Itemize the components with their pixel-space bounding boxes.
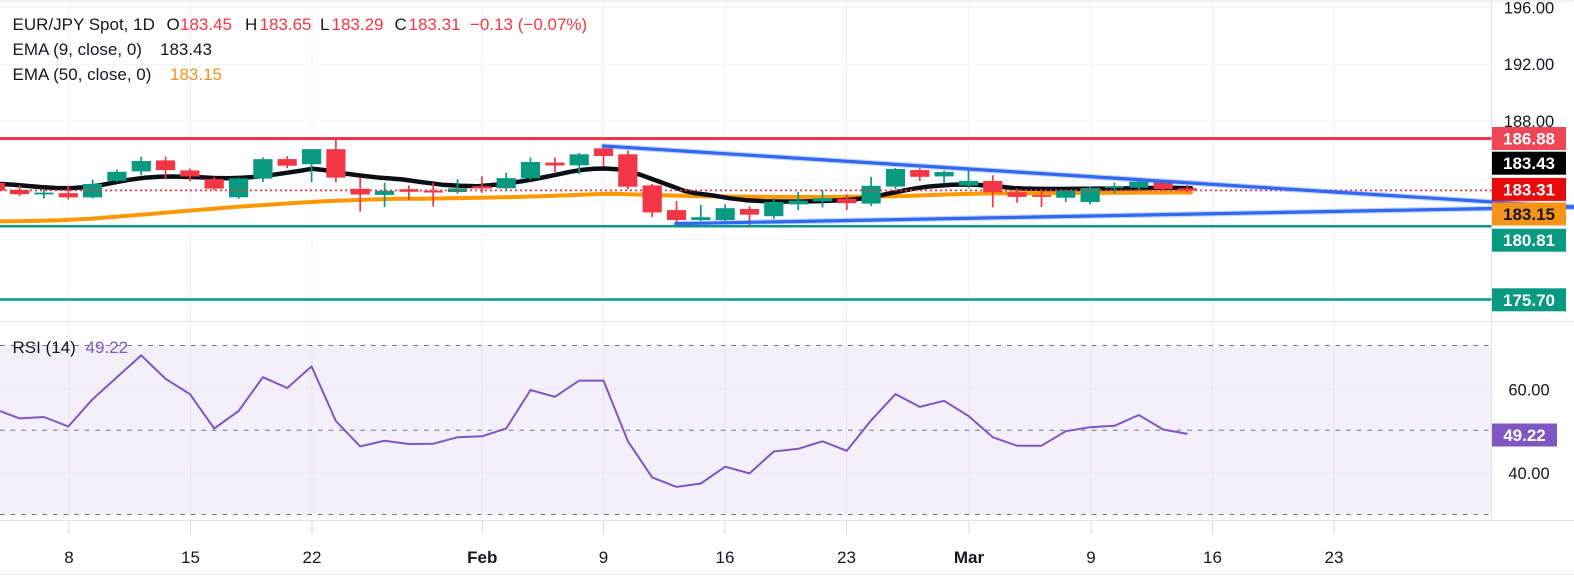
svg-text:183.29: 183.29 bbox=[332, 15, 384, 34]
svg-text:183.15: 183.15 bbox=[170, 65, 222, 84]
svg-text:9: 9 bbox=[1086, 548, 1095, 567]
svg-text:9: 9 bbox=[599, 548, 608, 567]
svg-text:16: 16 bbox=[1203, 548, 1222, 567]
svg-text:183.43: 183.43 bbox=[1503, 154, 1555, 173]
svg-text:60.00: 60.00 bbox=[1508, 381, 1549, 399]
svg-text:40.00: 40.00 bbox=[1508, 465, 1549, 483]
svg-text:23: 23 bbox=[837, 548, 856, 567]
svg-text:188.00: 188.00 bbox=[1504, 113, 1554, 131]
svg-text:EMA (50, close, 0): EMA (50, close, 0) bbox=[13, 65, 152, 84]
svg-text:H: H bbox=[245, 15, 257, 34]
svg-text:183.15: 183.15 bbox=[1503, 205, 1555, 224]
svg-text:183.65: 183.65 bbox=[260, 15, 312, 34]
svg-text:L: L bbox=[320, 15, 329, 34]
svg-text:−0.13 (−0.07%): −0.13 (−0.07%) bbox=[470, 15, 587, 34]
svg-text:175.70: 175.70 bbox=[1503, 291, 1555, 310]
svg-text:O: O bbox=[167, 15, 180, 34]
svg-text:183.45: 183.45 bbox=[180, 15, 232, 34]
svg-text:EUR/JPY Spot, 1D: EUR/JPY Spot, 1D bbox=[13, 15, 155, 34]
svg-text:49.22: 49.22 bbox=[86, 338, 129, 357]
svg-text:183.43: 183.43 bbox=[160, 40, 212, 59]
svg-text:8: 8 bbox=[64, 548, 73, 567]
svg-text:192.00: 192.00 bbox=[1504, 56, 1554, 74]
svg-text:Mar: Mar bbox=[954, 548, 985, 567]
svg-text:EMA (9, close, 0): EMA (9, close, 0) bbox=[13, 40, 142, 59]
svg-text:RSI (14): RSI (14) bbox=[13, 338, 76, 357]
svg-text:49.22: 49.22 bbox=[1503, 426, 1546, 445]
svg-text:23: 23 bbox=[1325, 548, 1344, 567]
svg-text:183.31: 183.31 bbox=[1503, 180, 1555, 199]
svg-text:16: 16 bbox=[716, 548, 735, 567]
svg-text:15: 15 bbox=[181, 548, 200, 567]
svg-text:183.31: 183.31 bbox=[409, 15, 461, 34]
svg-text:186.88: 186.88 bbox=[1503, 130, 1555, 149]
svg-text:196.00: 196.00 bbox=[1504, 0, 1554, 17]
svg-text:22: 22 bbox=[303, 548, 322, 567]
svg-text:C: C bbox=[395, 15, 407, 34]
svg-text:180.81: 180.81 bbox=[1503, 231, 1555, 250]
svg-text:Feb: Feb bbox=[467, 548, 497, 567]
